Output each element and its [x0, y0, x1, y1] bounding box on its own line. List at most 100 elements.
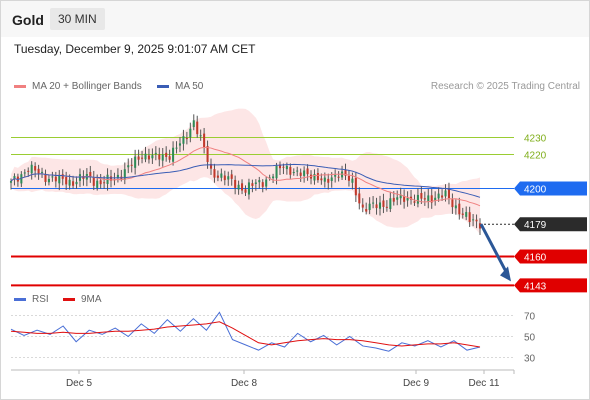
candle-body	[13, 176, 16, 179]
candle-body	[158, 154, 161, 160]
level-label-4230: 4230	[524, 134, 547, 145]
candle-body	[385, 206, 388, 208]
candle-body	[141, 157, 144, 159]
legend-ma20: MA 20 + Bollinger Bands	[14, 81, 142, 92]
legend-ma50-label: MA 50	[175, 81, 204, 92]
candle-body	[320, 178, 323, 181]
level-tag-4179	[514, 217, 587, 232]
rsi-tick-50: 50	[524, 333, 536, 344]
candle-body	[216, 175, 219, 178]
candle-body	[220, 173, 223, 178]
candle-body	[127, 165, 130, 168]
candle-body	[396, 197, 399, 200]
candle-body	[168, 156, 171, 160]
x-tick-label: Dec 11	[469, 378, 500, 389]
candle-body	[351, 178, 354, 183]
candle-body	[313, 173, 316, 181]
candle-body	[441, 195, 444, 198]
rsi-ma-line	[10, 321, 481, 348]
candle-body	[92, 177, 95, 186]
x-tick-label: Dec 8	[231, 378, 258, 389]
candle-body	[465, 212, 468, 217]
candle-body	[468, 212, 471, 222]
legend-ma50: MA 50	[157, 81, 203, 92]
candle-body	[427, 195, 430, 202]
candle-body	[447, 188, 450, 199]
candle-body	[316, 173, 319, 181]
candle-body	[275, 165, 278, 179]
rsi-swatch	[14, 297, 26, 301]
candle-body	[199, 135, 202, 137]
forecast-arrow-shaft	[479, 223, 510, 277]
level-tag-4160	[514, 249, 587, 264]
candle-body	[399, 194, 402, 199]
candle-body	[282, 166, 285, 168]
candle-body	[27, 170, 30, 172]
candle-body	[406, 198, 409, 201]
candle-body	[296, 170, 299, 172]
candle-body	[172, 147, 175, 162]
title-bar: Gold 30 MIN	[1, 1, 589, 37]
candle-body	[47, 178, 50, 183]
candle-body	[365, 209, 368, 212]
candle-body	[23, 172, 26, 174]
candle-body	[423, 198, 426, 200]
level-tag-4200	[514, 181, 587, 196]
forecast-arrow-head	[500, 266, 511, 282]
candle-body	[403, 196, 406, 202]
candle-body	[361, 204, 364, 208]
candle-body	[327, 178, 330, 183]
candle-body	[130, 164, 133, 166]
candle-body	[413, 201, 416, 203]
candle-body	[430, 195, 433, 203]
candle-body	[392, 197, 395, 202]
candle-body	[410, 196, 413, 200]
candle-body	[237, 184, 240, 190]
copyright: Research © 2025 Trading Central	[430, 81, 580, 92]
candle-body	[37, 168, 40, 174]
candle-body	[247, 182, 250, 195]
candle-body	[303, 170, 306, 176]
candle-body	[458, 203, 461, 215]
candle-body	[461, 213, 464, 215]
candle-body	[334, 174, 337, 177]
candle-body	[116, 174, 119, 179]
rsi-ma-swatch	[63, 297, 75, 301]
candle-body	[337, 176, 340, 178]
candle-body	[154, 152, 157, 154]
candle-body	[30, 164, 33, 174]
candle-body	[292, 172, 295, 174]
candle-body	[323, 177, 326, 182]
candle-body	[178, 143, 182, 146]
timeframe-badge[interactable]: 30 MIN	[50, 8, 105, 30]
level-label-4143: 4143	[524, 281, 547, 292]
level-label-4179: 4179	[524, 220, 547, 231]
candle-body	[9, 181, 13, 183]
legend-rsi-ma: 9MA	[63, 294, 102, 305]
candle-body	[206, 146, 209, 163]
x-tick-label: Dec 5	[66, 378, 93, 389]
candle-body	[99, 180, 102, 185]
candle-body	[261, 182, 264, 187]
candle-body	[78, 174, 81, 181]
candle-body	[278, 164, 282, 169]
ma50-line	[10, 163, 481, 198]
legend-rsi: RSI	[14, 294, 49, 305]
level-label-4160: 4160	[524, 253, 547, 264]
candle-body	[454, 205, 457, 209]
ma20-swatch	[14, 84, 26, 88]
candle-body	[389, 198, 392, 209]
candle-body	[72, 181, 75, 186]
candle-body	[213, 169, 216, 178]
candle-body	[61, 174, 64, 179]
candle-body	[285, 165, 288, 170]
candle-body	[144, 153, 147, 160]
candle-body	[89, 171, 92, 178]
candle-body	[330, 177, 333, 182]
candle-body	[51, 176, 54, 178]
level-label-4220: 4220	[524, 151, 547, 162]
rsi-tick-30: 30	[524, 354, 536, 365]
candle-body	[444, 190, 447, 197]
candle-body	[196, 121, 199, 135]
